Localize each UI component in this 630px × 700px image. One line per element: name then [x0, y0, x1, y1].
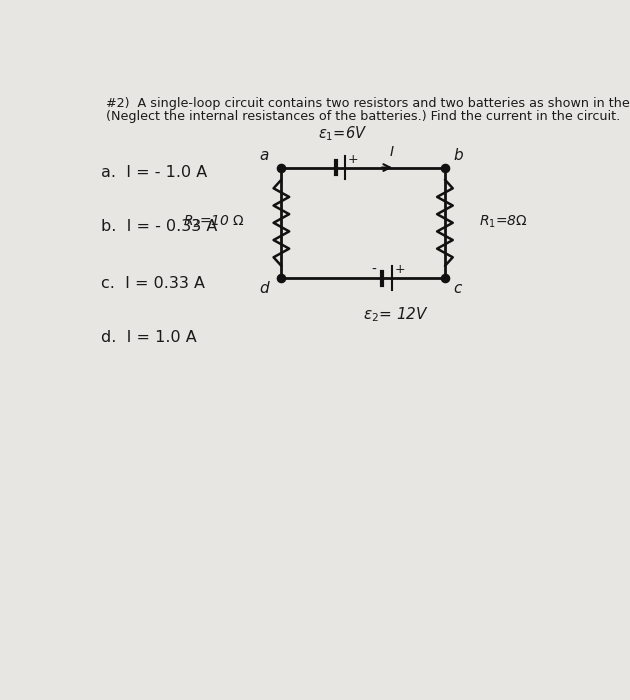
Point	[440, 162, 450, 173]
Text: d: d	[260, 281, 269, 295]
Text: +: +	[348, 153, 358, 167]
Text: $I$: $I$	[389, 145, 395, 159]
Text: b: b	[454, 148, 463, 163]
Text: c: c	[454, 281, 462, 295]
Point	[277, 162, 287, 173]
Text: (Neglect the internal resistances of the batteries.) Find the current in the cir: (Neglect the internal resistances of the…	[106, 110, 620, 123]
Text: a.  I = - 1.0 A: a. I = - 1.0 A	[101, 165, 207, 181]
Text: d.  I = 1.0 A: d. I = 1.0 A	[101, 330, 197, 345]
Text: a: a	[260, 148, 269, 163]
Text: c.  I = 0.33 A: c. I = 0.33 A	[101, 276, 205, 291]
Text: $R_1$=8$\Omega$: $R_1$=8$\Omega$	[479, 214, 528, 230]
Point	[277, 272, 287, 284]
Text: b.  I = - 0.33 A: b. I = - 0.33 A	[101, 219, 217, 234]
Text: $R_2$=10 $\Omega$: $R_2$=10 $\Omega$	[183, 214, 244, 230]
Text: #2)  A single-loop circuit contains two resistors and two batteries as shown in : #2) A single-loop circuit contains two r…	[106, 97, 630, 111]
Text: $\varepsilon_1$=6V: $\varepsilon_1$=6V	[318, 125, 367, 144]
Text: -: -	[372, 262, 377, 276]
Text: +: +	[394, 263, 405, 276]
Text: $\varepsilon_2$= 12V: $\varepsilon_2$= 12V	[364, 305, 429, 323]
Point	[440, 272, 450, 284]
